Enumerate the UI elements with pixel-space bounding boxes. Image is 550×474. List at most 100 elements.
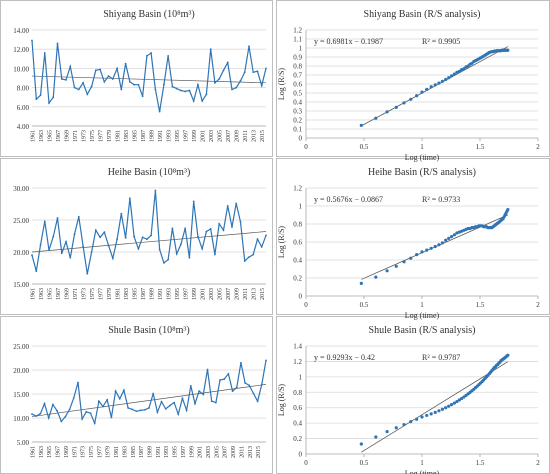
data-point <box>123 389 125 392</box>
data-point <box>425 87 429 91</box>
data-point <box>94 229 97 232</box>
y-tick-label: 1 <box>299 203 303 211</box>
data-point <box>218 222 221 225</box>
data-point <box>444 77 448 82</box>
x-tick-label: 1989 <box>150 288 156 300</box>
y-tick-label: 0.2 <box>293 435 302 443</box>
y-tick-label: 0.5 <box>293 90 302 98</box>
x-tick-label: 1993 <box>167 130 173 142</box>
x-axis-label: Log (time) <box>405 311 440 320</box>
x-tick-label: 1999 <box>189 446 195 458</box>
data-point <box>107 75 110 77</box>
x-tick-label: 1987 <box>141 130 147 142</box>
data-point <box>409 420 413 424</box>
data-point <box>43 220 46 223</box>
x-tick-label: 2 <box>536 301 540 309</box>
y-tick-label: 0.4 <box>293 420 302 428</box>
x-tick-label: 1965 <box>47 446 53 458</box>
y-tick-label: 5.00 <box>17 439 30 447</box>
data-point <box>252 71 255 74</box>
x-tick-label: 1983 <box>122 446 128 458</box>
data-point <box>145 238 148 241</box>
data-point <box>402 423 406 427</box>
y-tick-label: 1.2 <box>293 358 302 366</box>
data-point <box>120 88 123 91</box>
data-point <box>455 231 459 235</box>
data-point <box>429 246 433 250</box>
x-tick-label: 1973 <box>81 446 87 458</box>
data-point <box>89 412 92 415</box>
x-tick-label: 2003 <box>206 446 212 458</box>
data-point <box>248 45 250 48</box>
data-point <box>444 406 448 410</box>
scatter-chart: Shiyang Basin (R/S analysis)00.10.20.30.… <box>277 9 540 162</box>
x-tick-label: 1963 <box>39 446 45 458</box>
equation-label: y = 0.5676x − 0.0867 <box>314 195 383 204</box>
data-point <box>173 401 175 404</box>
data-point <box>164 407 167 410</box>
y-tick-label: 25.00 <box>13 343 29 351</box>
data-point <box>128 197 131 200</box>
x-tick-label: 1987 <box>139 446 145 458</box>
x-tick-label: 1961 <box>31 288 37 300</box>
data-point <box>433 410 437 414</box>
data-point <box>171 227 174 230</box>
y-tick-label: 0.6 <box>293 239 302 247</box>
data-point <box>35 270 38 273</box>
data-point <box>158 248 161 251</box>
data-point <box>444 238 448 242</box>
data-point <box>243 71 246 74</box>
r-squared-label: R² = 0.9787 <box>422 353 460 362</box>
data-point <box>440 241 445 245</box>
x-tick-label: 1987 <box>141 288 147 300</box>
data-point <box>77 215 80 218</box>
data-point <box>222 69 225 72</box>
y-tick-label: 10.00 <box>13 415 29 423</box>
scatter-chart: Shule Basin (R/S analysis) 0 0.2 0.4 0.6 0.8 1… <box>277 325 540 474</box>
data-point <box>35 415 38 417</box>
y-tick-label: 0.3 <box>293 108 302 116</box>
data-point <box>235 386 238 389</box>
x-tick-label: 1993 <box>164 446 170 458</box>
y-tick-label: 0.8 <box>293 389 302 397</box>
x-tick-label: 2015 <box>260 130 266 142</box>
data-point <box>39 244 42 246</box>
x-tick-label: 1973 <box>82 288 88 300</box>
data-point <box>440 407 445 411</box>
scatter-chart: Heihe Basin (R/S analysis) 0 0.2 0.4 0.6 0.8 1… <box>277 167 540 320</box>
y-tick-label: 20.00 <box>13 367 29 375</box>
data-point <box>154 88 157 91</box>
data-point <box>73 86 76 89</box>
x-tick-label: 1975 <box>90 130 96 142</box>
chart-title: Shiyang Basin (10⁸m³) <box>103 9 194 20</box>
data-point <box>133 235 136 238</box>
data-point <box>197 235 199 238</box>
data-point <box>56 409 58 412</box>
data-point <box>197 83 199 86</box>
data-point <box>31 39 33 42</box>
data-point <box>31 413 33 416</box>
y-axis-label: Log (R/S) <box>277 226 286 259</box>
data-point <box>162 261 165 264</box>
data-point <box>226 205 229 207</box>
data-point <box>106 398 109 401</box>
x-tick-label: 1977 <box>97 446 103 458</box>
x-tick-label: 1963 <box>39 288 45 300</box>
equation-label: y = 0.6981x − 0.1987 <box>314 37 383 46</box>
y-tick-label: 0.1 <box>293 126 302 134</box>
data-point <box>256 70 259 73</box>
data-point <box>48 249 50 251</box>
data-point <box>77 88 80 91</box>
data-point <box>145 55 148 57</box>
data-point <box>73 233 76 235</box>
data-point <box>139 409 142 412</box>
data-point <box>69 65 72 68</box>
data-point <box>185 409 188 412</box>
x-tick-label: 0.5 <box>360 301 369 309</box>
data-point <box>56 217 59 219</box>
data-point <box>248 256 250 259</box>
data-point <box>506 353 510 357</box>
x-tick-label: 2007 <box>226 130 232 142</box>
chart-title: Heihe Basin (R/S analysis) <box>368 167 476 178</box>
data-point <box>265 359 267 362</box>
